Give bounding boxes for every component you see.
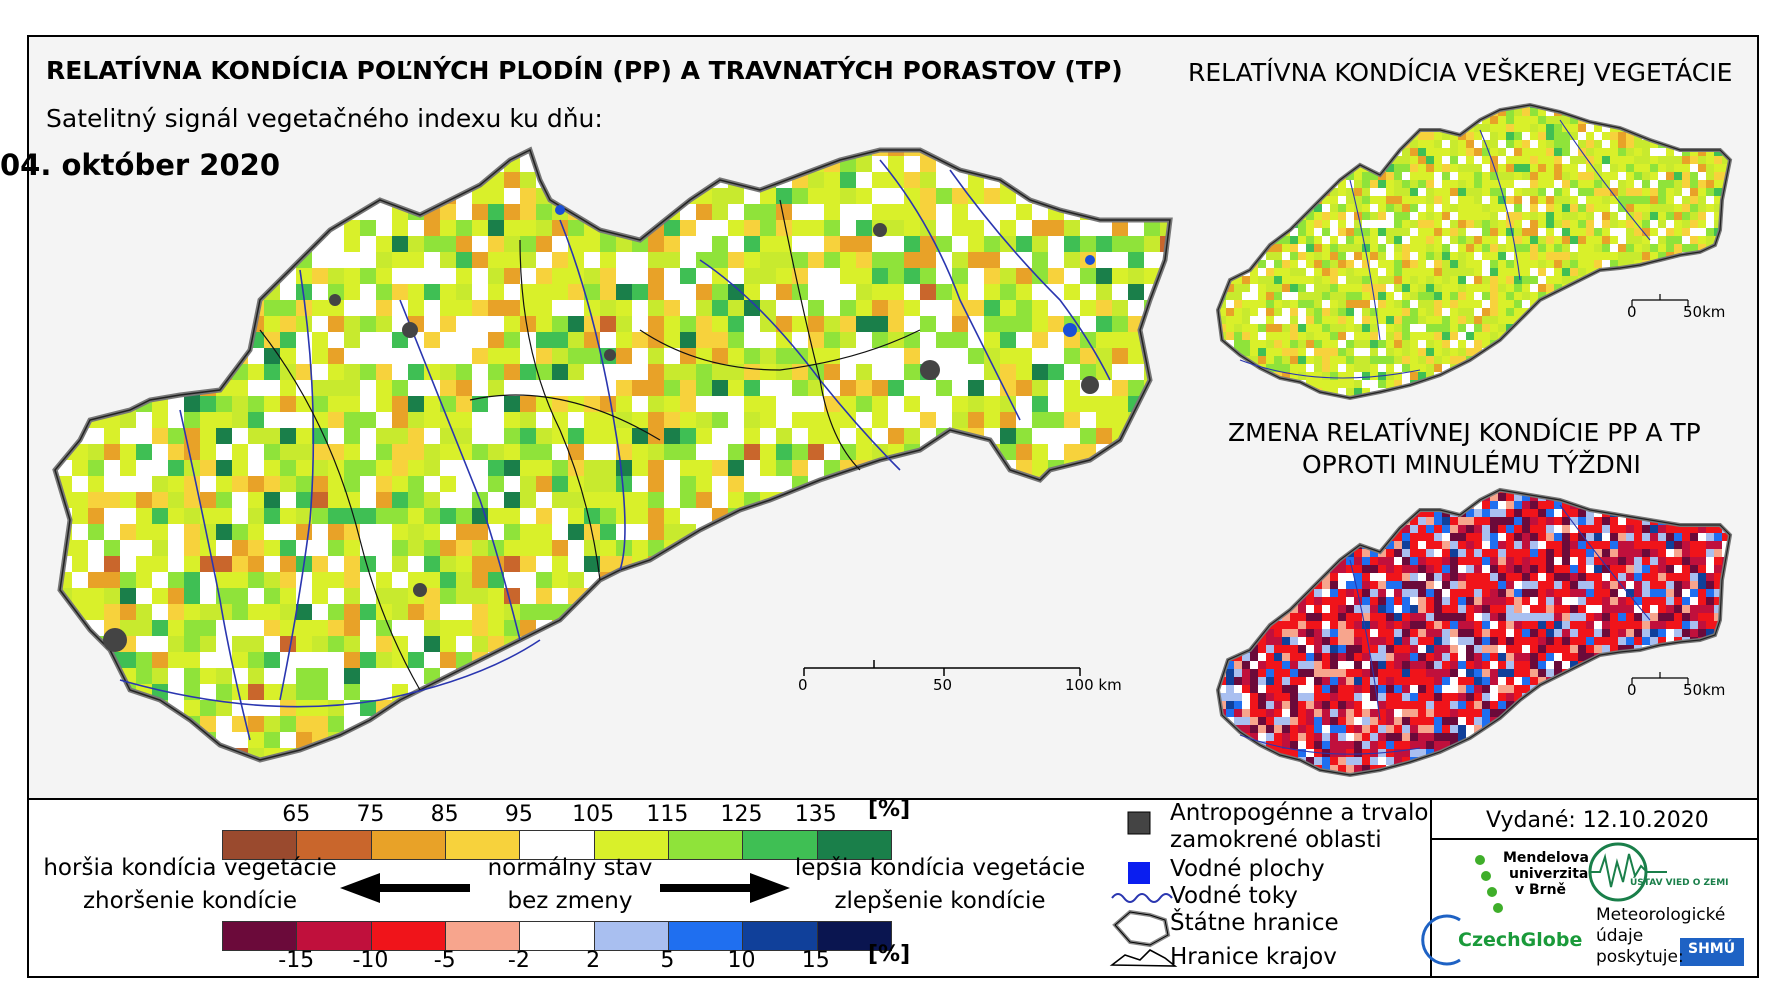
colorbar-tick-label: 75 bbox=[356, 802, 385, 827]
colorbar-tick-label: 125 bbox=[720, 802, 763, 827]
colorbar-tick-label: 95 bbox=[504, 802, 533, 827]
state-border-label: Štátne hranice bbox=[1170, 910, 1339, 936]
colorbar-tick-label: 105 bbox=[572, 802, 615, 827]
colorbar-swatch bbox=[371, 922, 446, 950]
worse-line2: zhoršenie kondície bbox=[82, 888, 298, 914]
change-panel-title-line2: OPROTI MINULÉMU TÝŽDNI bbox=[1302, 450, 1641, 479]
colorbar-tick-label: 5 bbox=[660, 948, 675, 973]
better-line1: lepšia kondícia vegetácie bbox=[794, 855, 1086, 881]
czechglobe-label: CzechGlobe bbox=[1458, 929, 1583, 951]
colorbar-swatch bbox=[743, 922, 818, 950]
change-unit: [%] bbox=[868, 942, 911, 967]
issued-date: Vydané: 12.10.2020 bbox=[1486, 808, 1709, 833]
colorbar-tick-label: 85 bbox=[430, 802, 459, 827]
meteo-line3: poskytuje: bbox=[1596, 947, 1684, 967]
colorbar-swatch bbox=[594, 922, 669, 950]
vegetation-panel-title: RELATÍVNA KONDÍCIA VEŠKEREJ VEGETÁCIE bbox=[1188, 58, 1733, 87]
meteo-line2: údaje bbox=[1596, 926, 1644, 946]
change-panel-title-line1: ZMENA RELATÍVNEJ KONDÍCIE PP A TP bbox=[1228, 418, 1701, 447]
mendel-line3: v Brně bbox=[1515, 882, 1567, 898]
water-bodies-label: Vodné plochy bbox=[1170, 856, 1325, 882]
date-label: 04. október 2020 bbox=[0, 148, 281, 182]
normal-line2: bez zmeny bbox=[507, 888, 633, 914]
anthropogenic-label-line1: Antropogénne a trvalo bbox=[1170, 800, 1429, 826]
mendel-line2: univerzita bbox=[1509, 866, 1589, 882]
credits-divider-horizontal bbox=[1430, 838, 1759, 840]
ustav-label: ÚSTAV VIED O ZEMI bbox=[1630, 878, 1729, 888]
anthropogenic-label-line2: zamokrené oblasti bbox=[1170, 827, 1382, 853]
colorbar-swatch bbox=[371, 831, 446, 859]
colorbar-swatch bbox=[668, 922, 744, 950]
colorbar-tick-label: 135 bbox=[794, 802, 837, 827]
colorbar-tick-label: -2 bbox=[507, 948, 530, 973]
region-border-label: Hranice krajov bbox=[1170, 944, 1337, 970]
colorbar-swatch bbox=[223, 922, 298, 950]
water-streams-label: Vodné toky bbox=[1170, 883, 1298, 909]
colorbar-tick-label: 115 bbox=[646, 802, 689, 827]
better-line2: zlepšenie kondície bbox=[834, 888, 1046, 914]
colorbar-tick-label: 65 bbox=[282, 802, 311, 827]
normal-line1: normálny stav bbox=[487, 855, 653, 881]
colorbar-swatch bbox=[445, 922, 521, 950]
colorbar-swatch bbox=[520, 922, 595, 950]
colorbar-tick-label: 2 bbox=[586, 948, 601, 973]
condition-unit: [%] bbox=[868, 797, 911, 822]
credits-divider-vertical bbox=[1430, 800, 1432, 976]
colorbar-swatch bbox=[297, 922, 372, 950]
colorbar-tick-label: 10 bbox=[727, 948, 756, 973]
colorbar-tick-label: -15 bbox=[278, 948, 315, 973]
shmu-label: SHMÚ bbox=[1688, 941, 1736, 957]
colorbar-tick-label: -5 bbox=[433, 948, 456, 973]
colorbar-tick-label: -10 bbox=[352, 948, 389, 973]
worse-line1: horšia kondícia vegetácie bbox=[43, 855, 337, 881]
colorbar-tick-label: 15 bbox=[801, 948, 830, 973]
main-title: RELATÍVNA KONDÍCIA POĽNÝCH PLODÍN (PP) A… bbox=[46, 56, 1123, 85]
colorbar-swatch bbox=[668, 831, 744, 859]
change-colorbar bbox=[222, 921, 892, 951]
subtitle: Satelitný signál vegetačného indexu ku d… bbox=[46, 104, 603, 133]
meteo-line1: Meteorologické bbox=[1596, 905, 1726, 925]
mendel-line1: Mendelova bbox=[1503, 850, 1589, 866]
